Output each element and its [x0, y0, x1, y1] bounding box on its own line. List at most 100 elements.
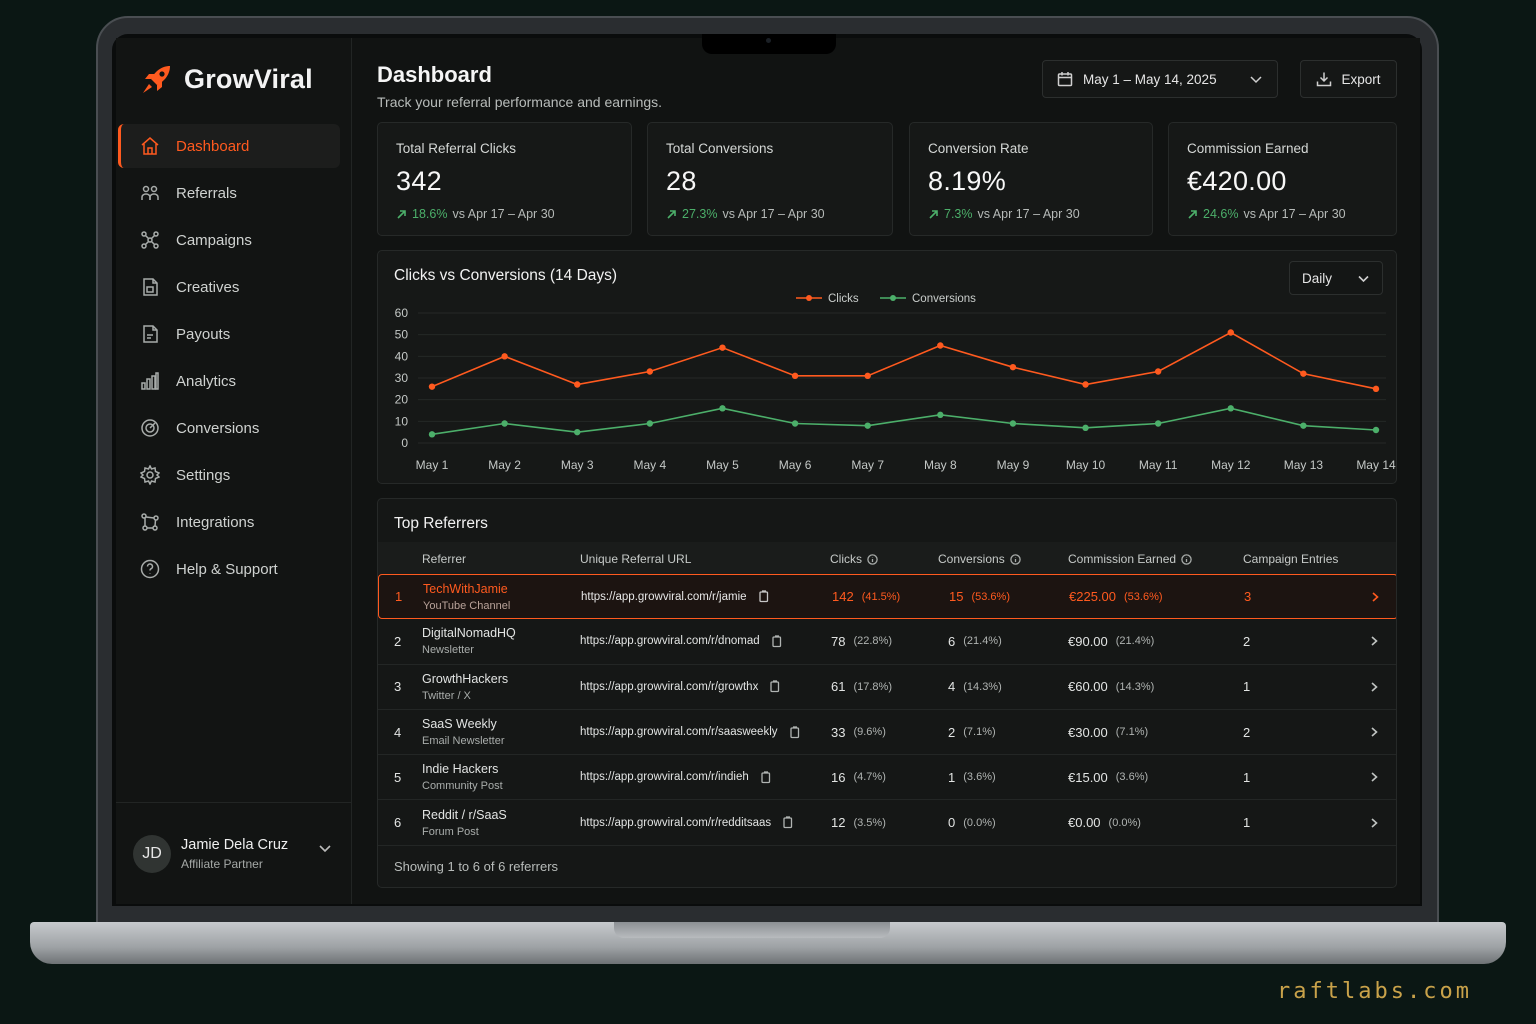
stat-compare: vs Apr 17 – Apr 30	[722, 207, 825, 221]
copy-icon[interactable]	[768, 680, 781, 693]
table-row[interactable]: 4 SaaS Weekly Email Newsletter https://app.…	[378, 710, 1396, 756]
date-range-label: May 1 – May 14, 2025	[1083, 71, 1217, 87]
table-row[interactable]: 5 Indie Hackers Community Post https://app.…	[378, 755, 1396, 801]
referral-url: https://app.growviral.com/r/dnomad	[580, 635, 760, 648]
sidebar-item-referrals[interactable]: Referrals	[118, 171, 340, 215]
row-action[interactable]	[1368, 619, 1380, 663]
col-commission[interactable]: Commission Earned	[1068, 552, 1192, 566]
row-action[interactable]	[1368, 665, 1380, 709]
y-tick-label: 10	[395, 414, 409, 428]
copy-icon[interactable]	[788, 725, 801, 739]
data-point	[428, 431, 436, 438]
data-point	[937, 342, 944, 349]
commission-pct: (21.4%)	[1115, 635, 1155, 648]
info-icon[interactable]	[1181, 553, 1192, 565]
chevron-right-icon	[1371, 772, 1378, 782]
row-action[interactable]	[1368, 710, 1380, 754]
sidebar-item-help-support[interactable]: Help & Support	[118, 547, 340, 591]
data-point	[1082, 424, 1089, 432]
referrer-cell: GrowthHackers Twitter / X	[422, 665, 508, 709]
period-label: Daily	[1302, 270, 1333, 286]
table-row[interactable]: 3 GrowthHackers Twitter / X https://app.gro…	[378, 665, 1396, 710]
stat-value: 28	[666, 166, 697, 196]
chevron-right-icon	[1371, 636, 1378, 647]
clicks-value: 12	[831, 815, 846, 831]
referral-url: https://app.growviral.com/r/saasweekly	[580, 726, 778, 739]
data-point	[791, 372, 799, 380]
line-chart-plot: 0 10 20 30 40 50 60 May 1 May 2 May 3 May 4 May 5 Ma…	[395, 293, 1396, 472]
sidebar-item-dashboard[interactable]: Dashboard	[118, 124, 340, 168]
top-referrers-table: Top Referrers Referrer Unique Referral U…	[377, 498, 1397, 888]
export-button[interactable]: Export	[1300, 60, 1397, 98]
col-url[interactable]: Unique Referral URL	[580, 552, 692, 566]
col-conversions[interactable]: Conversions	[938, 552, 1021, 566]
conversions-pct: (14.3%)	[963, 680, 1002, 693]
row-action[interactable]	[1368, 755, 1380, 799]
arrow-up-right-icon	[929, 209, 938, 219]
conversions-cell: 15 (53.6%)	[949, 575, 1010, 618]
table-row[interactable]: 6 Reddit / r/SaaS Forum Post https://app.gr…	[378, 800, 1396, 846]
series-line-conversions	[431, 407, 1377, 436]
brand[interactable]: GrowViral	[140, 62, 313, 96]
commission-cell: €60.00 (14.3%)	[1068, 665, 1154, 709]
sidebar-item-campaigns[interactable]: Campaigns	[118, 218, 340, 262]
sidebar-item-label: Referrals	[176, 184, 237, 202]
sidebar-item-integrations[interactable]: Integrations	[118, 500, 340, 544]
sidebar-item-settings[interactable]: Settings	[118, 453, 340, 497]
referral-url-cell: https://app.growviral.com/r/indieh	[580, 755, 772, 799]
copy-icon[interactable]	[770, 635, 783, 648]
stat-label: Commission Earned	[1187, 141, 1309, 156]
stat-value: 8.19%	[928, 166, 1007, 196]
row-action[interactable]	[1369, 575, 1381, 618]
col-referrer[interactable]: Referrer	[422, 552, 467, 566]
stat-trend: 27.3% vs Apr 17 – Apr 30	[666, 207, 892, 221]
x-tick-label: May 12	[1211, 458, 1251, 472]
sidebar-item-creatives[interactable]: Creatives	[118, 265, 340, 309]
table-row[interactable]: 1 TechWithJamie YouTube Channel https://app…	[378, 574, 1396, 620]
date-range-picker[interactable]: May 1 – May 14, 2025	[1042, 60, 1278, 98]
clicks-cell: 33 (9.6%)	[831, 710, 886, 754]
chevron-right-icon	[1371, 818, 1378, 828]
period-select[interactable]: Daily	[1289, 261, 1383, 295]
col-entries[interactable]: Campaign Entries	[1243, 552, 1339, 566]
sidebar-item-conversions[interactable]: Conversions	[118, 406, 340, 450]
table-row[interactable]: 2 DigitalNomadHQ Newsletter https://app.gro…	[378, 619, 1396, 665]
clicks-value: 142	[832, 589, 854, 605]
copy-icon[interactable]	[759, 771, 772, 784]
copy-icon[interactable]	[757, 590, 770, 603]
clicks-cell: 142 (41.5%)	[832, 575, 900, 618]
user-menu[interactable]: JD Jamie Dela Cruz Affiliate Partner	[116, 802, 352, 904]
x-tick-label: May 10	[1066, 458, 1106, 472]
x-tick-label: May 9	[997, 458, 1030, 472]
referrer-source: Community Post	[422, 780, 503, 793]
referrer-cell: TechWithJamie YouTube Channel	[423, 575, 510, 618]
legend-marker	[890, 295, 896, 301]
data-point	[428, 383, 436, 390]
conversions-cell: 0 (0.0%)	[948, 800, 996, 844]
stat-card-clicks: Total Referral Clicks 342 18.6% vs Apr 1…	[377, 122, 632, 236]
chevron-down-icon	[1358, 275, 1369, 283]
table-header: Referrer Unique Referral URL Clicks Conv…	[378, 542, 1396, 574]
legend-marker	[806, 295, 812, 301]
clicks-cell: 78 (22.8%)	[831, 619, 892, 663]
clicks-value: 78	[831, 633, 846, 649]
home-icon	[141, 137, 159, 155]
sidebar-item-label: Integrations	[176, 513, 255, 531]
referrer-source: YouTube Channel	[423, 599, 511, 612]
entries-cell: 1	[1243, 679, 1251, 695]
copy-icon[interactable]	[781, 816, 794, 829]
row-action[interactable]	[1368, 800, 1380, 844]
y-tick-label: 60	[395, 306, 409, 320]
info-icon[interactable]	[867, 553, 878, 565]
data-point	[1300, 370, 1307, 377]
referrer-name: Reddit / r/SaaS	[422, 807, 507, 822]
referrer-source: Twitter / X	[422, 689, 471, 702]
sidebar-item-analytics[interactable]: Analytics	[118, 359, 340, 403]
sidebar-item-payouts[interactable]: Payouts	[118, 312, 340, 356]
row-rank: 6	[394, 815, 402, 831]
row-rank: 3	[394, 679, 402, 695]
chevron-down-icon[interactable]	[318, 841, 332, 855]
x-tick-label: May 14	[1356, 458, 1396, 472]
info-icon[interactable]	[1009, 553, 1021, 565]
col-clicks[interactable]: Clicks	[830, 552, 878, 566]
